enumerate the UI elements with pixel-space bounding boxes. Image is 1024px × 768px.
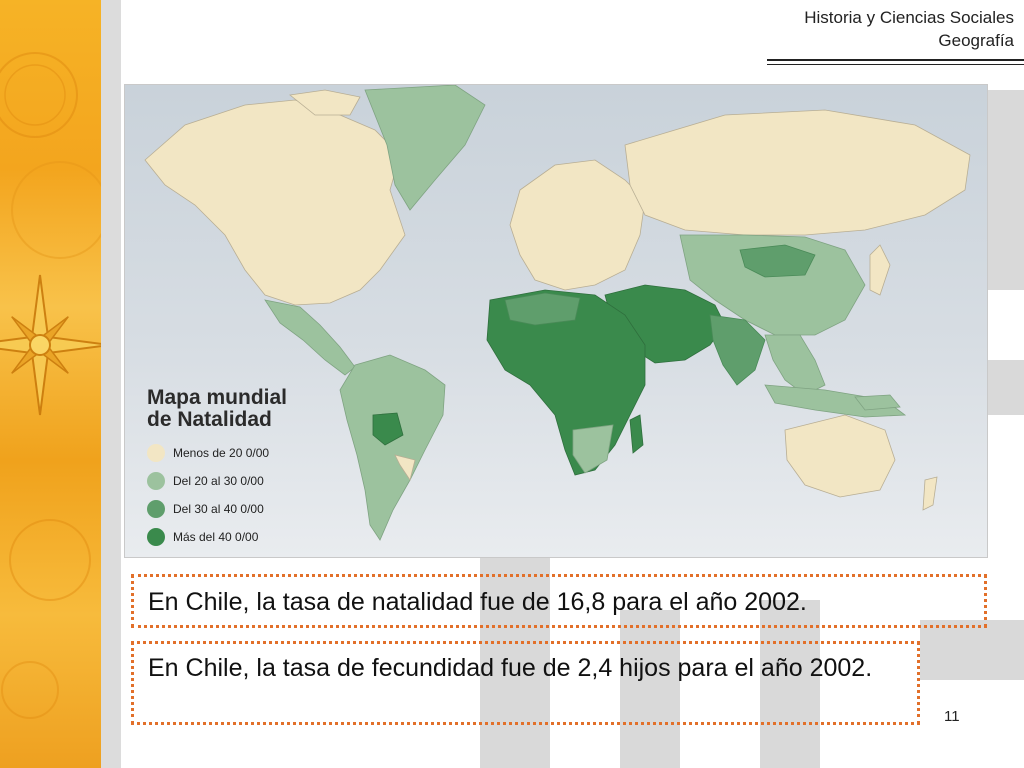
legend-label-text: Más del 40 — [173, 530, 236, 544]
legend-unit: 0/00 — [235, 530, 259, 544]
region-north-america — [144, 99, 406, 306]
region-mongolia — [739, 244, 816, 278]
region-madagascar — [629, 414, 644, 454]
map-title: Mapa mundial de Natalidad — [147, 387, 347, 431]
region-japan — [869, 244, 891, 296]
legend-label-text: Menos de 20 — [173, 446, 246, 460]
legend-label: Menos de 20 0/00 — [173, 446, 269, 460]
watermark-shape — [988, 90, 1024, 290]
legend-label: Del 20 al 30 0/00 — [173, 474, 264, 488]
watermark-shape — [620, 610, 680, 768]
page-number: 11 — [944, 708, 960, 725]
watermark-shape — [101, 0, 121, 768]
legend-label-text: Del 30 al 40 — [173, 502, 241, 516]
legend-unit: 0/00 — [245, 446, 270, 460]
decorative-left-strip — [0, 0, 101, 768]
region-papua — [854, 394, 901, 411]
region-bolivia — [372, 412, 404, 446]
header-divider — [767, 64, 1024, 65]
natalidad-statement: En Chile, la tasa de natalidad fue de 16… — [148, 588, 807, 616]
header-divider — [767, 59, 1024, 61]
watermark-shape — [920, 620, 1024, 680]
region-russia — [624, 109, 971, 236]
region-new-zealand — [922, 476, 938, 511]
legend-label: Del 30 al 40 0/00 — [173, 502, 264, 516]
natalidad-statement-box: En Chile, la tasa de natalidad fue de 16… — [131, 574, 987, 628]
legend-unit: 0/00 — [240, 502, 264, 516]
region-north-africa — [504, 292, 581, 326]
legend-swatch — [147, 528, 165, 546]
region-australia — [784, 414, 896, 498]
region-arctic-islands — [289, 89, 361, 116]
fecundidad-statement-box: En Chile, la tasa de fecundidad fue de 2… — [131, 641, 920, 725]
watermark-shape — [480, 558, 550, 768]
region-south-asia — [709, 314, 766, 386]
watermark-shape — [760, 600, 820, 768]
legend-label: Más del 40 0/00 — [173, 530, 258, 544]
region-europe — [509, 159, 646, 291]
legend-label-text: Del 20 al 30 — [173, 474, 241, 488]
compass-rose-icon — [0, 52, 101, 719]
world-map-graphic — [144, 85, 971, 541]
legend-swatch — [147, 500, 165, 518]
legend-swatch — [147, 472, 165, 490]
legend-swatch — [147, 444, 165, 462]
watermark-shape — [988, 360, 1024, 415]
region-central-asia — [679, 234, 866, 336]
header-subject: Historia y Ciencias Sociales — [804, 8, 1014, 27]
header-topic: Geografía — [938, 31, 1014, 50]
fecundidad-statement: En Chile, la tasa de fecundidad fue de 2… — [148, 654, 873, 682]
region-southern-africa — [572, 424, 614, 474]
region-south-america — [339, 354, 446, 541]
region-southern-cone — [394, 454, 416, 481]
map-title-line1: Mapa mundial — [147, 386, 288, 409]
legend-unit: 0/00 — [240, 474, 264, 488]
birth-rate-world-map: Mapa mundial de Natalidad Menos de 20 0/… — [124, 84, 988, 558]
region-greenland — [364, 85, 486, 211]
region-central-america — [264, 299, 356, 376]
slide-header: Historia y Ciencias Sociales Geografía — [804, 6, 1014, 52]
map-title-line2: de Natalidad — [147, 408, 272, 431]
